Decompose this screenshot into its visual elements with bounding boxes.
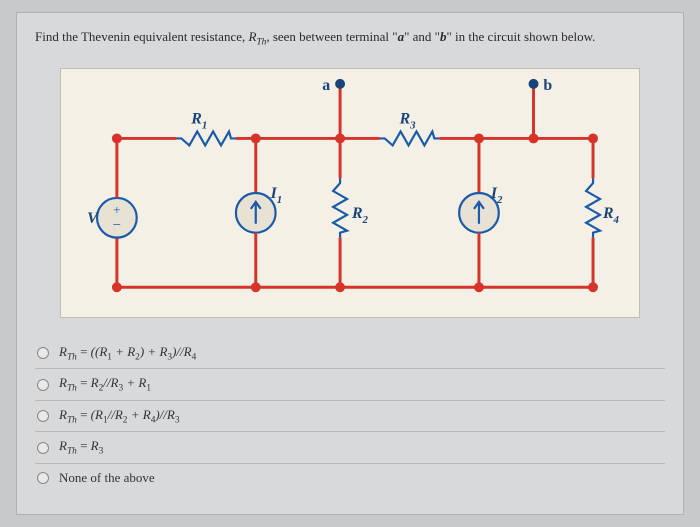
radio-0[interactable]: [37, 347, 49, 359]
q-suffix: " in the circuit shown below.: [447, 29, 596, 44]
svg-text:R3: R3: [399, 110, 417, 131]
question-panel: Find the Thevenin equivalent resistance,…: [16, 12, 684, 515]
question-text: Find the Thevenin equivalent resistance,…: [35, 27, 665, 50]
circuit-diagram: +−VR1R2R3R4I1I2ab: [60, 68, 640, 318]
svg-text:b: b: [543, 76, 552, 93]
svg-text:R1: R1: [190, 110, 207, 131]
svg-text:a: a: [322, 76, 330, 93]
q-prefix: Find the Thevenin equivalent resistance,: [35, 29, 248, 44]
option-label-2: RTh = (R1//R2 + R4)//R3: [59, 407, 180, 426]
svg-text:R4: R4: [602, 204, 620, 225]
radio-1[interactable]: [37, 379, 49, 391]
svg-text:−: −: [113, 217, 121, 233]
option-label-3: RTh = R3: [59, 438, 103, 457]
svg-text:V: V: [87, 209, 99, 226]
option-label-1: RTh = R2//R3 + R1: [59, 375, 151, 394]
q-varsub: Th: [256, 38, 266, 48]
svg-text:+: +: [113, 202, 120, 216]
svg-text:R2: R2: [351, 204, 369, 225]
radio-4[interactable]: [37, 472, 49, 484]
option-label-0: RTh = ((R1 + R2) + R3)//R4: [59, 344, 196, 363]
q-mid2: " and ": [404, 29, 440, 44]
radio-3[interactable]: [37, 442, 49, 454]
answer-options: RTh = ((R1 + R2) + R3)//R4 RTh = R2//R3 +…: [35, 338, 665, 492]
radio-2[interactable]: [37, 410, 49, 422]
option-row-2[interactable]: RTh = (R1//R2 + R4)//R3: [35, 401, 665, 433]
q-mid: , seen between terminal ": [266, 29, 397, 44]
option-row-4[interactable]: None of the above: [35, 464, 665, 492]
option-row-3[interactable]: RTh = R3: [35, 432, 665, 464]
option-label-4: None of the above: [59, 470, 155, 486]
circuit-svg: +−VR1R2R3R4I1I2ab: [61, 69, 639, 317]
option-row-0[interactable]: RTh = ((R1 + R2) + R3)//R4: [35, 338, 665, 370]
option-row-1[interactable]: RTh = R2//R3 + R1: [35, 369, 665, 401]
